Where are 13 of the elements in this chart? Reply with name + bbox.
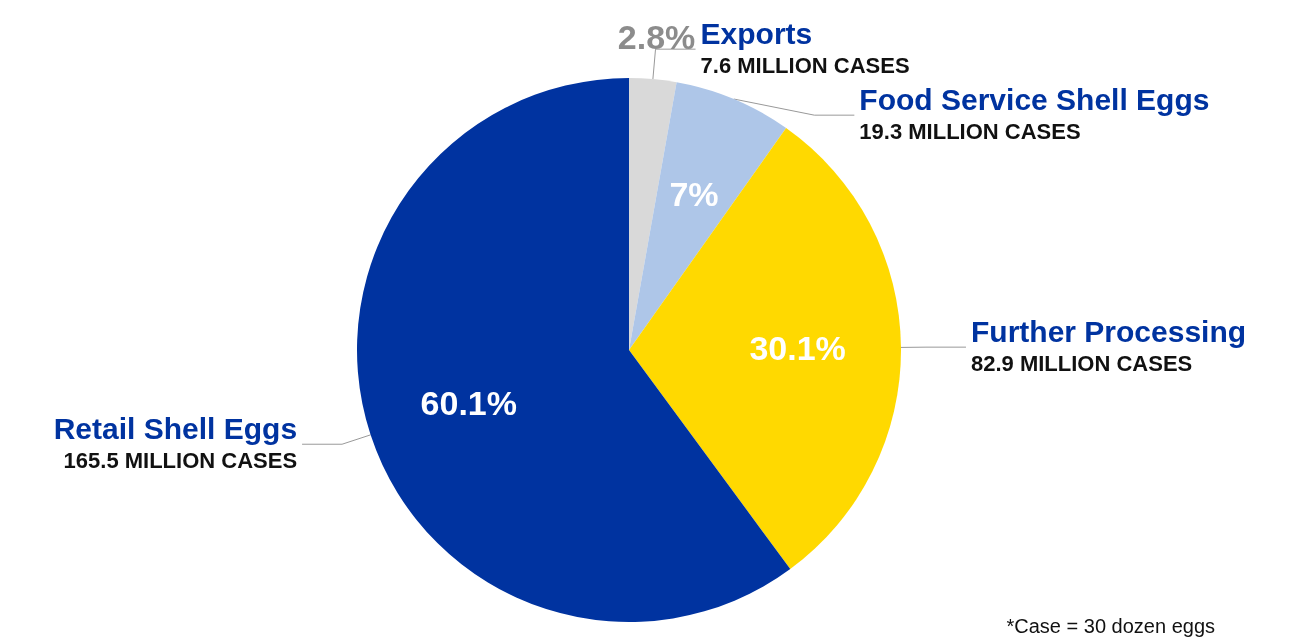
slice-label: Further Processing [970,314,1247,348]
data-label: 60.1% [420,383,517,422]
text: 19.3 MILLION CASES [859,118,1081,144]
text: 165.5 MILLION CASES [63,447,298,473]
slice-label: Exports [700,16,813,50]
text: 7.6 MILLION CASES [700,52,910,78]
data-label: 2.8% [617,18,696,57]
text: *Case = 30 dozen eggs [1006,615,1216,637]
text: 82.9 MILLION CASES [970,350,1193,376]
slice-label: Retail Shell Eggs [53,411,298,445]
data-label: 30.1% [749,329,846,368]
slice-label: Food Service Shell Eggs [859,82,1210,116]
data-label: 7% [669,175,719,214]
